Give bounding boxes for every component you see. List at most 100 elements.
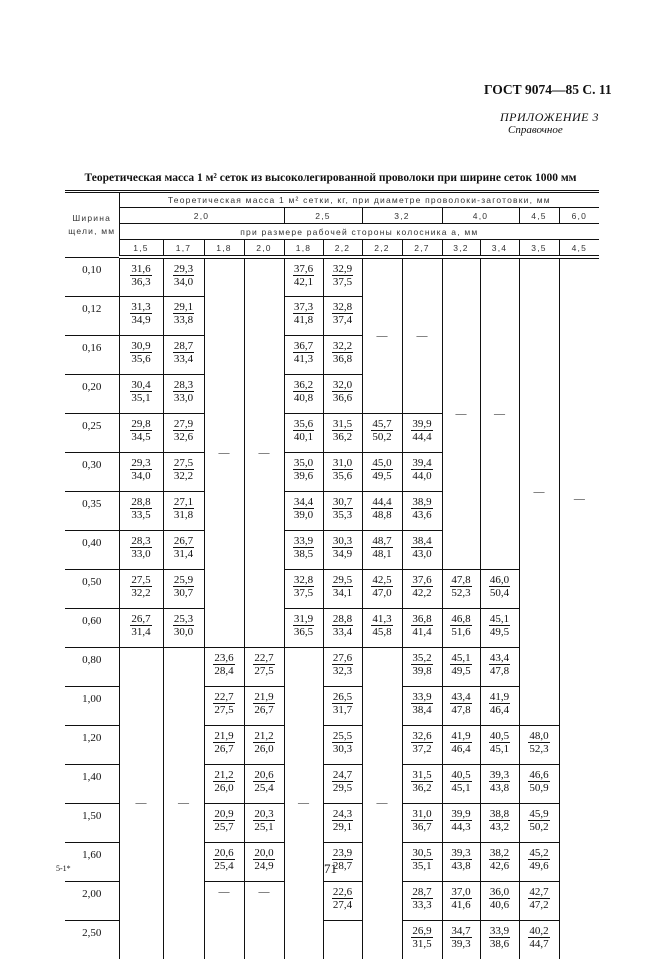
mass-fraction: 45,2 49,6 bbox=[528, 847, 550, 872]
mass-fraction: 28,3 33,0 bbox=[172, 379, 195, 404]
mass-fraction: 39,9 44,4 bbox=[411, 418, 433, 443]
diameter-header: 4,0 bbox=[441, 207, 520, 224]
side-size-header: 3,5 bbox=[518, 239, 560, 259]
mass-fraction: 32,8 37,5 bbox=[292, 574, 315, 599]
mass-value-bottom: 38,6 bbox=[489, 937, 510, 950]
mass-value-cell: 28,3 33,0 bbox=[118, 529, 164, 570]
mass-value-top: 25,3 bbox=[172, 612, 195, 626]
mass-value-bottom: 39,6 bbox=[293, 469, 314, 482]
mass-value-top: 40,5 bbox=[488, 729, 511, 743]
mass-value-top: 31,6 bbox=[130, 263, 152, 276]
slot-width: 0,30 bbox=[65, 451, 120, 492]
mass-value-top: 46,6 bbox=[528, 768, 550, 782]
mass-value-bottom: 49,5 bbox=[451, 664, 471, 677]
mass-value-cell: 30,5 35,1 bbox=[401, 841, 443, 882]
mass-value-bottom: 37,5 bbox=[293, 586, 314, 599]
mass-value-cell: 45,1 49,5 bbox=[479, 607, 520, 648]
mass-value-top: 22,7 bbox=[213, 690, 235, 704]
mass-value-cell: 37,6 42,2 bbox=[401, 568, 443, 609]
mass-value-cell: 36,7 41,3 bbox=[283, 334, 324, 375]
diameter-header: 3,2 bbox=[361, 207, 443, 224]
empty-cell bbox=[322, 919, 363, 959]
mass-value-cell: 40,5 45,1 bbox=[479, 724, 520, 765]
mass-fraction: 31,6 36,3 bbox=[130, 263, 152, 288]
mass-value-cell: 33,9 38,6 bbox=[479, 919, 520, 959]
mass-value-cell: 26,9 31,5 bbox=[401, 919, 443, 959]
side-size-header: 1,8 bbox=[203, 239, 245, 259]
mass-value-bottom: 50,9 bbox=[529, 781, 549, 794]
mass-value-top: 37,6 bbox=[411, 573, 433, 587]
mass-value-bottom: 24,9 bbox=[254, 859, 274, 872]
mass-fraction: 45,1 49,5 bbox=[450, 651, 472, 677]
mass-value-top: 20,0 bbox=[253, 846, 275, 860]
mass-value-bottom: 50,2 bbox=[372, 430, 392, 443]
mass-value-bottom: 48,1 bbox=[372, 547, 392, 560]
mass-fraction: 40,5 45,1 bbox=[450, 769, 472, 794]
mass-value-bottom: 36,2 bbox=[412, 781, 432, 794]
mass-fraction: 43,4 47,8 bbox=[450, 691, 472, 716]
mass-value-cell: 35,0 39,6 bbox=[283, 451, 324, 492]
mass-fraction: 27,9 32,6 bbox=[172, 418, 195, 443]
mass-value-bottom: 33,4 bbox=[173, 352, 194, 365]
mass-value-cell: 20,9 25,7 bbox=[203, 802, 245, 843]
mass-fraction: 26,5 31,7 bbox=[331, 690, 354, 716]
mass-value-cell: 31,6 36,3 bbox=[118, 256, 164, 297]
mass-fraction: 31,3 34,9 bbox=[130, 301, 152, 326]
mass-fraction: 46,8 51,6 bbox=[450, 613, 472, 638]
mass-value-cell: 32,0 36,6 bbox=[322, 373, 363, 414]
mass-value-cell: 29,5 34,1 bbox=[322, 568, 363, 609]
mass-value-bottom: 37,4 bbox=[332, 313, 353, 326]
page-number: 71 bbox=[324, 861, 337, 876]
mass-value-cell: 40,5 45,1 bbox=[441, 763, 481, 804]
mass-fraction: 28,7 33,4 bbox=[172, 340, 195, 365]
mass-value-cell: 20,6 25,4 bbox=[203, 841, 245, 882]
mass-fraction: 41,9 46,4 bbox=[450, 730, 472, 755]
side-size-header: 2,2 bbox=[322, 239, 363, 259]
mass-value-bottom: 50,4 bbox=[489, 586, 510, 599]
mass-value-bottom: 34,5 bbox=[131, 430, 151, 443]
mass-value-bottom: 36,8 bbox=[332, 352, 353, 365]
mass-value-top: 39,9 bbox=[450, 807, 472, 821]
mass-value-top: 27,5 bbox=[172, 456, 195, 470]
mass-value-cell: 30,7 35,3 bbox=[322, 490, 363, 531]
mass-value-bottom: 25,7 bbox=[214, 820, 234, 833]
table-row: 0,80— —23,6 28,4 22,7 27,5—27,6 32,3—35,2 39,8… bbox=[65, 646, 599, 959]
side-size-header: 2,2 bbox=[361, 239, 403, 259]
mass-fraction: 29,3 34,0 bbox=[172, 263, 195, 288]
mass-fraction: 31,5 36,2 bbox=[411, 769, 433, 794]
side-size-header: 2,0 bbox=[243, 239, 285, 259]
mass-value-cell: 28,8 33,5 bbox=[118, 490, 164, 531]
mass-fraction: 46,0 50,4 bbox=[488, 574, 511, 599]
mass-value-cell: 32,2 36,8 bbox=[322, 334, 363, 375]
mass-value-top: 26,5 bbox=[331, 690, 354, 704]
mass-value-cell: 28,8 33,4 bbox=[322, 607, 363, 648]
mass-value-top: 20,6 bbox=[253, 768, 275, 782]
mass-fraction: 47,8 52,3 bbox=[450, 574, 472, 599]
mass-value-cell: 21,2 26,0 bbox=[243, 724, 285, 765]
no-value-dash: — bbox=[203, 880, 245, 959]
mass-fraction: 28,8 33,5 bbox=[130, 496, 152, 521]
mass-value-cell: 37,3 41,8 bbox=[283, 295, 324, 336]
mass-value-top: 29,8 bbox=[130, 417, 152, 431]
mass-value-bottom: 43,8 bbox=[451, 859, 471, 872]
mass-value-bottom: 51,6 bbox=[451, 625, 471, 638]
mass-value-bottom: 31,5 bbox=[412, 937, 432, 950]
mass-value-top: 29,1 bbox=[172, 300, 195, 314]
mass-fraction: 38,8 43,2 bbox=[488, 808, 511, 833]
mass-value-bottom: 44,0 bbox=[412, 469, 432, 482]
mass-value-bottom: 47,8 bbox=[451, 703, 471, 716]
mass-fraction: 34,4 39,0 bbox=[292, 496, 315, 521]
mass-value-top: 45,1 bbox=[450, 651, 472, 665]
mass-value-cell: 36,8 41,4 bbox=[401, 607, 443, 648]
mass-fraction: 27,1 31,8 bbox=[172, 496, 195, 521]
mass-value-bottom: 33,3 bbox=[412, 898, 432, 911]
mass-value-top: 37,6 bbox=[292, 263, 315, 276]
mass-value-cell: 48,0 52,3 bbox=[518, 724, 560, 765]
slot-width: 1,20 bbox=[65, 724, 120, 765]
mass-value-top: 36,0 bbox=[488, 885, 511, 899]
mass-value-cell: 34,7 39,3 bbox=[441, 919, 481, 959]
mass-value-bottom: 44,3 bbox=[451, 820, 471, 833]
mass-value-cell: 29,3 34,0 bbox=[118, 451, 164, 492]
mass-fraction: 33,9 38,6 bbox=[488, 925, 511, 950]
table-row: 1,20 21,9 26,7 21,2 26,0 25,5 30,3 32,6 37,2 41,9… bbox=[65, 724, 599, 765]
